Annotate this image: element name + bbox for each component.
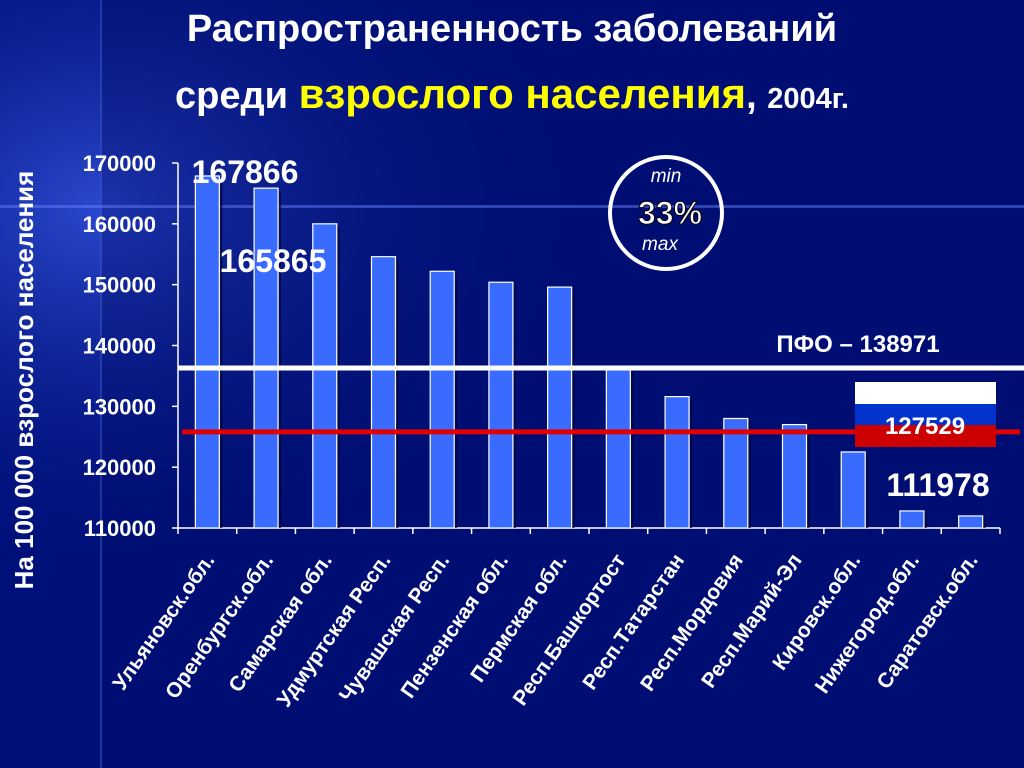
y-tick-label: 110000 bbox=[84, 516, 156, 541]
bar bbox=[605, 368, 631, 529]
data-label-last: 111978 bbox=[886, 467, 989, 503]
x-category-label: Респ.Мордовия bbox=[636, 550, 748, 696]
y-tick-label: 140000 bbox=[83, 334, 156, 359]
data-label-top: 167866 bbox=[192, 154, 299, 190]
chart-title-line2: среди взрослого населения, 2004г. bbox=[0, 70, 1024, 118]
y-tick-label: 150000 bbox=[83, 273, 156, 298]
reference-line-pfo-label: ПФО – 138971 bbox=[776, 331, 939, 358]
ratio-circle bbox=[608, 155, 724, 271]
flag-stripe-white bbox=[855, 382, 996, 404]
data-label-second: 165865 bbox=[220, 243, 327, 279]
reference-line-red-label: 127529 bbox=[885, 413, 965, 440]
bar bbox=[723, 417, 749, 529]
bar bbox=[958, 515, 984, 529]
x-category-label: Чувашская Респ. bbox=[335, 550, 454, 707]
x-category-label: Респ.Башкортост bbox=[509, 550, 631, 710]
bar bbox=[781, 423, 808, 529]
bar bbox=[429, 270, 455, 529]
bar bbox=[840, 451, 866, 529]
ratio-value: 33% bbox=[638, 195, 702, 231]
bar bbox=[370, 256, 397, 529]
bar bbox=[547, 286, 573, 529]
title-highlight: взрослого населения bbox=[298, 70, 747, 117]
y-tick-label: 120000 bbox=[83, 455, 156, 480]
y-tick-label: 170000 bbox=[83, 151, 156, 176]
title-suffix: , bbox=[746, 75, 757, 117]
x-category-label: Респ.Татарстан bbox=[578, 550, 689, 694]
title-prefix: среди bbox=[175, 75, 299, 117]
flag-stripe-blue bbox=[855, 404, 996, 425]
ratio-min-label: min bbox=[651, 166, 682, 187]
bar bbox=[664, 396, 690, 529]
y-tick-label: 130000 bbox=[83, 394, 156, 419]
x-category-label: Удмуртская Респ. bbox=[273, 550, 396, 712]
bar bbox=[488, 281, 514, 529]
x-category-label: Ульяновск.обл. bbox=[108, 550, 219, 695]
bar bbox=[194, 175, 220, 529]
bar bbox=[899, 510, 925, 529]
chart-title-line1: Распространенность заболеваний bbox=[186, 8, 838, 50]
x-category-label: Оренбургск.обл. bbox=[161, 550, 278, 704]
x-category-label: Нижегород.обл. bbox=[811, 550, 924, 698]
title-year: 2004г. bbox=[767, 83, 849, 115]
flag-stripe-red bbox=[855, 425, 996, 447]
x-category-label: Пензенская обл. bbox=[396, 550, 513, 703]
x-category-label: Самарская обл. bbox=[224, 550, 336, 697]
y-tick-label: 160000 bbox=[83, 212, 156, 237]
bar bbox=[253, 187, 279, 529]
ratio-max-label: max bbox=[642, 234, 679, 255]
bar bbox=[312, 223, 338, 529]
